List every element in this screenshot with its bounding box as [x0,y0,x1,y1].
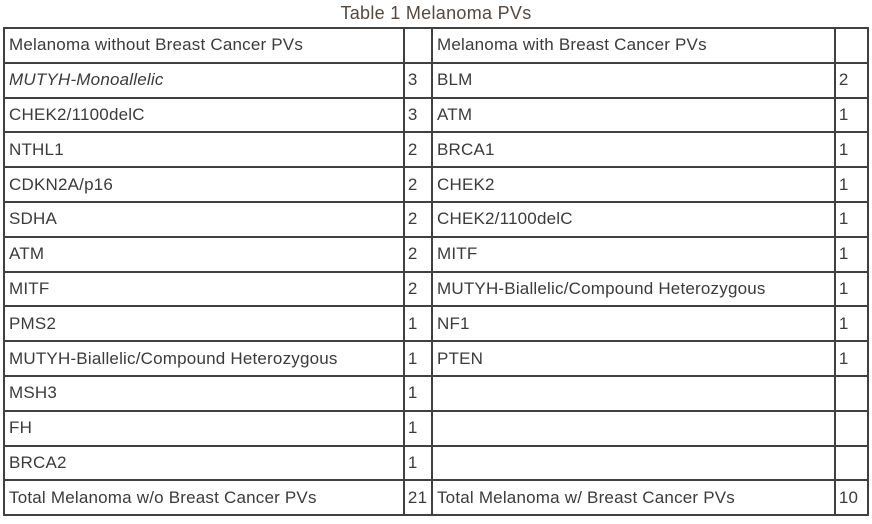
right-count-cell: 1 [833,340,870,377]
right-gene-cell: PTEN [430,340,836,377]
table-row: ATM 2 MITF 1 [3,235,870,273]
total-row: Total Melanoma w/o Breast Cancer PVs 21 … [3,479,870,517]
right-gene-cell: ATM [430,96,836,134]
table-row: NTHL1 2 BRCA1 1 [3,131,870,169]
left-count-header-empty-cell [402,27,433,64]
table-caption: Table 1 Melanoma PVs [340,3,532,23]
left-count-cell: 2 [402,235,433,273]
table-body: MUTYH-Monoallelic 3 BLM 2 CHEK2/1100delC… [3,61,870,482]
left-gene-cell: ATM [3,235,405,273]
left-count-cell: 1 [402,340,433,377]
left-total-count: 21 [402,479,433,517]
melanoma-pv-table: Melanoma without Breast Cancer PVs Melan… [3,27,870,517]
right-count-cell: 1 [833,96,870,134]
right-count-cell [833,444,870,482]
left-gene-cell: PMS2 [3,305,405,343]
table-row: CHEK2/1100delC 3 ATM 1 [3,96,870,134]
left-gene-cell: SDHA [3,200,405,238]
left-gene-cell: NTHL1 [3,131,405,169]
right-total-label: Total Melanoma w/ Breast Cancer PVs [430,479,836,517]
table-row: BRCA2 1 [3,444,870,482]
left-gene-cell: MUTYH-Monoallelic [3,61,405,99]
right-count-cell: 1 [833,305,870,343]
right-count-cell: 1 [833,200,870,238]
left-count-cell: 1 [402,444,433,482]
table-row: MUTYH-Biallelic/Compound Heterozygous 1 … [3,340,870,377]
right-count-cell: 1 [833,270,870,308]
right-gene-cell: MUTYH-Biallelic/Compound Heterozygous [430,270,836,308]
right-gene-cell [430,444,836,482]
right-count-header-empty-cell [833,27,870,64]
right-count-cell: 1 [833,166,870,203]
table-row: PMS2 1 NF1 1 [3,305,870,343]
right-count-cell: 1 [833,131,870,169]
right-count-cell: 2 [833,61,870,99]
left-section-header: Melanoma without Breast Cancer PVs [3,27,405,64]
left-gene-cell: MSH3 [3,374,405,412]
left-count-cell: 2 [402,270,433,308]
table-row: MSH3 1 [3,374,870,412]
left-count-cell: 1 [402,374,433,412]
left-gene-cell: MITF [3,270,405,308]
right-gene-cell: CHEK2/1100delC [430,200,836,238]
right-gene-cell: MITF [430,235,836,273]
right-section-header: Melanoma with Breast Cancer PVs [430,27,836,64]
right-gene-cell: CHEK2 [430,166,836,203]
left-gene-cell: FH [3,409,405,447]
right-gene-cell: BLM [430,61,836,99]
table-row: MUTYH-Monoallelic 3 BLM 2 [3,61,870,99]
left-gene-cell: MUTYH-Biallelic/Compound Heterozygous [3,340,405,377]
right-total-count: 10 [833,479,870,517]
left-total-label: Total Melanoma w/o Breast Cancer PVs [3,479,405,517]
right-gene-cell [430,374,836,412]
right-count-cell: 1 [833,235,870,273]
left-count-cell: 3 [402,96,433,134]
left-count-cell: 2 [402,131,433,169]
left-count-cell: 2 [402,200,433,238]
left-count-cell: 3 [402,61,433,99]
left-gene-cell: BRCA2 [3,444,405,482]
right-gene-cell: NF1 [430,305,836,343]
left-gene-cell: CDKN2A/p16 [3,166,405,203]
left-count-cell: 2 [402,166,433,203]
table-row: CDKN2A/p16 2 CHEK2 1 [3,166,870,203]
right-gene-cell: BRCA1 [430,131,836,169]
table-row: SDHA 2 CHEK2/1100delC 1 [3,200,870,238]
right-count-cell [833,374,870,412]
left-count-cell: 1 [402,409,433,447]
table-row: MITF 2 MUTYH-Biallelic/Compound Heterozy… [3,270,870,308]
right-count-cell [833,409,870,447]
left-count-cell: 1 [402,305,433,343]
header-row: Melanoma without Breast Cancer PVs Melan… [3,27,870,64]
table-row: FH 1 [3,409,870,447]
right-gene-cell [430,409,836,447]
left-gene-cell: CHEK2/1100delC [3,96,405,134]
